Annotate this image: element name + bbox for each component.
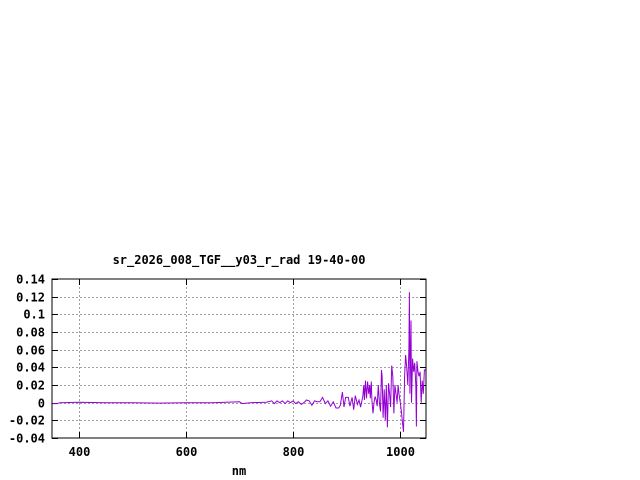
y-tick-label: 0 — [38, 397, 45, 411]
y-tick-label: -0.04 — [9, 432, 45, 446]
x-tick-label: 800 — [283, 445, 305, 459]
x-tick-label: 400 — [69, 445, 91, 459]
y-tick-label: 0.02 — [16, 379, 45, 393]
y-tick-label: 0.04 — [16, 361, 45, 375]
x-tick-label: 1000 — [386, 445, 415, 459]
y-tick-label: 0.1 — [23, 308, 45, 322]
series-line — [52, 292, 426, 432]
x-tick-label: 600 — [176, 445, 198, 459]
y-tick-label: 0.08 — [16, 326, 45, 340]
y-tick-label: 0.14 — [16, 273, 45, 287]
y-tick-label: 0.12 — [16, 291, 45, 305]
plot-border — [51, 278, 427, 439]
y-tick-label: -0.02 — [9, 414, 45, 428]
ticks: -0.04 -0.02 0 0.02 0.04 0.06 0.08 0.1 0.12 0.14 40… — [9, 273, 426, 459]
chart-title: sr_2026_008_TGF__y03_r_rad 19-40-00 — [113, 253, 366, 268]
x-axis-label: nm — [232, 464, 246, 478]
grid — [52, 279, 426, 438]
y-tick-label: 0.06 — [16, 344, 45, 358]
series — [52, 292, 426, 432]
